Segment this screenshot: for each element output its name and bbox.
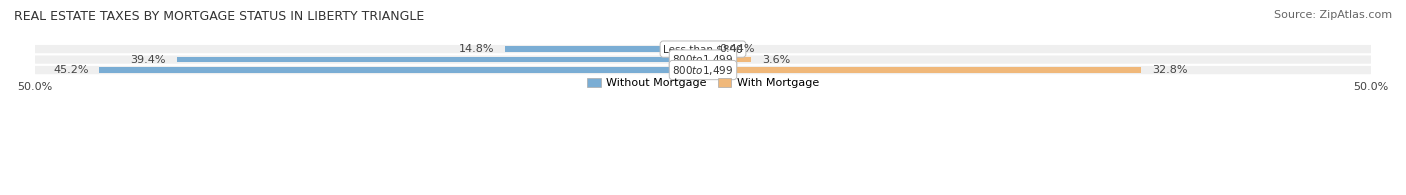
Bar: [505, 46, 703, 52]
Text: Source: ZipAtlas.com: Source: ZipAtlas.com: [1274, 10, 1392, 20]
Text: 39.4%: 39.4%: [131, 55, 166, 65]
Legend: Without Mortgage, With Mortgage: Without Mortgage, With Mortgage: [582, 73, 824, 93]
Bar: [703, 67, 1142, 73]
FancyBboxPatch shape: [35, 45, 1371, 53]
Text: 14.8%: 14.8%: [460, 44, 495, 54]
FancyBboxPatch shape: [35, 55, 1371, 64]
Text: 32.8%: 32.8%: [1152, 65, 1187, 75]
Text: $800 to $1,499: $800 to $1,499: [672, 53, 734, 66]
Text: 45.2%: 45.2%: [53, 65, 89, 75]
Text: REAL ESTATE TAXES BY MORTGAGE STATUS IN LIBERTY TRIANGLE: REAL ESTATE TAXES BY MORTGAGE STATUS IN …: [14, 10, 425, 23]
FancyBboxPatch shape: [35, 66, 1371, 74]
Bar: [100, 67, 703, 73]
Text: 3.6%: 3.6%: [762, 55, 790, 65]
Text: $800 to $1,499: $800 to $1,499: [672, 64, 734, 77]
Text: Less than $800: Less than $800: [664, 44, 742, 54]
Bar: [703, 57, 751, 62]
Bar: [177, 57, 703, 62]
Bar: [703, 46, 709, 52]
Text: 0.44%: 0.44%: [720, 44, 755, 54]
